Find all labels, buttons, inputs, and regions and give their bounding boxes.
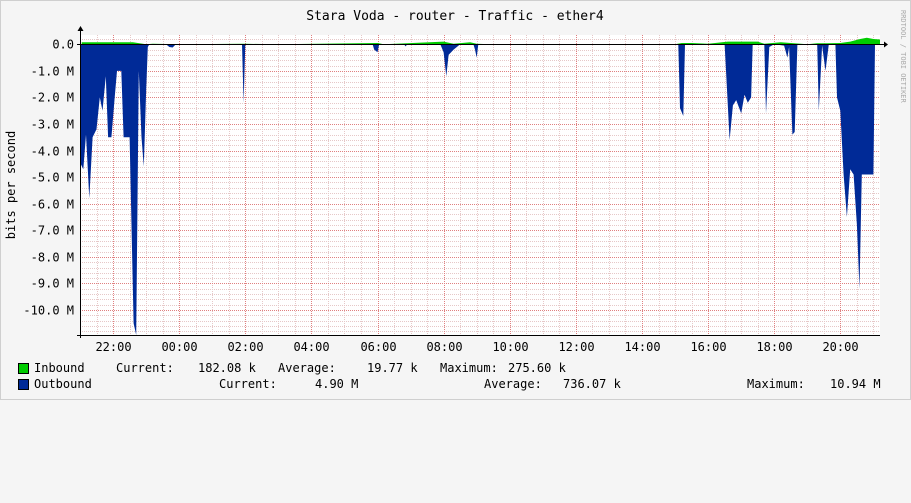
outbound-maximum-value: 10.94 M	[830, 377, 881, 391]
x-tick-label: 02:00	[227, 340, 263, 354]
x-tick-label: 06:00	[360, 340, 396, 354]
x-tick-label: 00:00	[161, 340, 197, 354]
legend-row-outbound: Outbound Current: 4.90 M Average: 736.07…	[0, 377, 911, 391]
inbound-maximum-value: 275.60 k	[508, 361, 566, 375]
legend-row-inbound: Inbound Current: 182.08 k Average: 19.77…	[0, 361, 911, 375]
outbound-average-value: 736.07 k	[563, 377, 621, 391]
y-tick-label: -3.0 M	[31, 118, 74, 132]
y-tick-label: -2.0 M	[31, 91, 74, 105]
inbound-average-value: 19.77 k	[367, 361, 418, 375]
x-tick-label: 18:00	[756, 340, 792, 354]
y-tick-label: -5.0 M	[31, 171, 74, 185]
x-tick-label: 10:00	[492, 340, 528, 354]
x-tick-label: 22:00	[95, 340, 131, 354]
y-tick-label: -6.0 M	[31, 198, 74, 212]
x-tick-labels: 22:00 00:00 02:00 04:00 06:00 08:00 10:00 12:00…	[95, 340, 858, 354]
rrdtool-watermark: RRDTOOL / TOBI OETIKER	[899, 10, 907, 104]
chart-title: Stara Voda - router - Traffic - ether4	[306, 9, 604, 24]
outbound-maximum-label: Maximum:	[747, 377, 805, 391]
y-tick-label: -9.0 M	[31, 277, 74, 291]
x-tick-label: 04:00	[293, 340, 329, 354]
y-tick-label: 0.0	[52, 38, 74, 52]
inbound-swatch	[18, 363, 29, 374]
x-tick-label: 20:00	[822, 340, 858, 354]
outbound-current-label: Current:	[219, 377, 277, 391]
outbound-area	[80, 44, 875, 336]
outbound-average-label: Average:	[484, 377, 542, 391]
x-tick-label: 12:00	[558, 340, 594, 354]
x-tick-label: 08:00	[426, 340, 462, 354]
y-tick-label: -1.0 M	[31, 65, 74, 79]
y-axis-label: bits per second	[4, 131, 18, 239]
y-tick-label: -4.0 M	[31, 145, 74, 159]
axes	[77, 26, 888, 338]
outbound-current-value: 4.90 M	[315, 377, 359, 391]
traffic-areas	[80, 37, 880, 336]
y-tick-label: -7.0 M	[31, 224, 74, 238]
x-tick-label: 16:00	[690, 340, 726, 354]
x-tick-label: 14:00	[624, 340, 660, 354]
inbound-label: Inbound	[34, 361, 85, 375]
y-tick-label: -10.0 M	[23, 304, 74, 318]
y-tick-label: -8.0 M	[31, 251, 74, 265]
y-axis-arrow	[77, 26, 84, 31]
inbound-maximum-label: Maximum:	[440, 361, 498, 375]
outbound-swatch	[18, 379, 29, 390]
traffic-graph: 0.0 -1.0 M -2.0 M -3.0 M -4.0 M -5.0 M -6.0 M -…	[0, 0, 911, 400]
inbound-current-label: Current:	[116, 361, 174, 375]
inbound-current-value: 182.08 k	[198, 361, 256, 375]
inbound-average-label: Average:	[278, 361, 336, 375]
outbound-label: Outbound	[34, 377, 92, 391]
x-axis-arrow	[884, 41, 888, 48]
y-tick-labels: 0.0 -1.0 M -2.0 M -3.0 M -4.0 M -5.0 M -6.0 M -…	[23, 38, 74, 318]
